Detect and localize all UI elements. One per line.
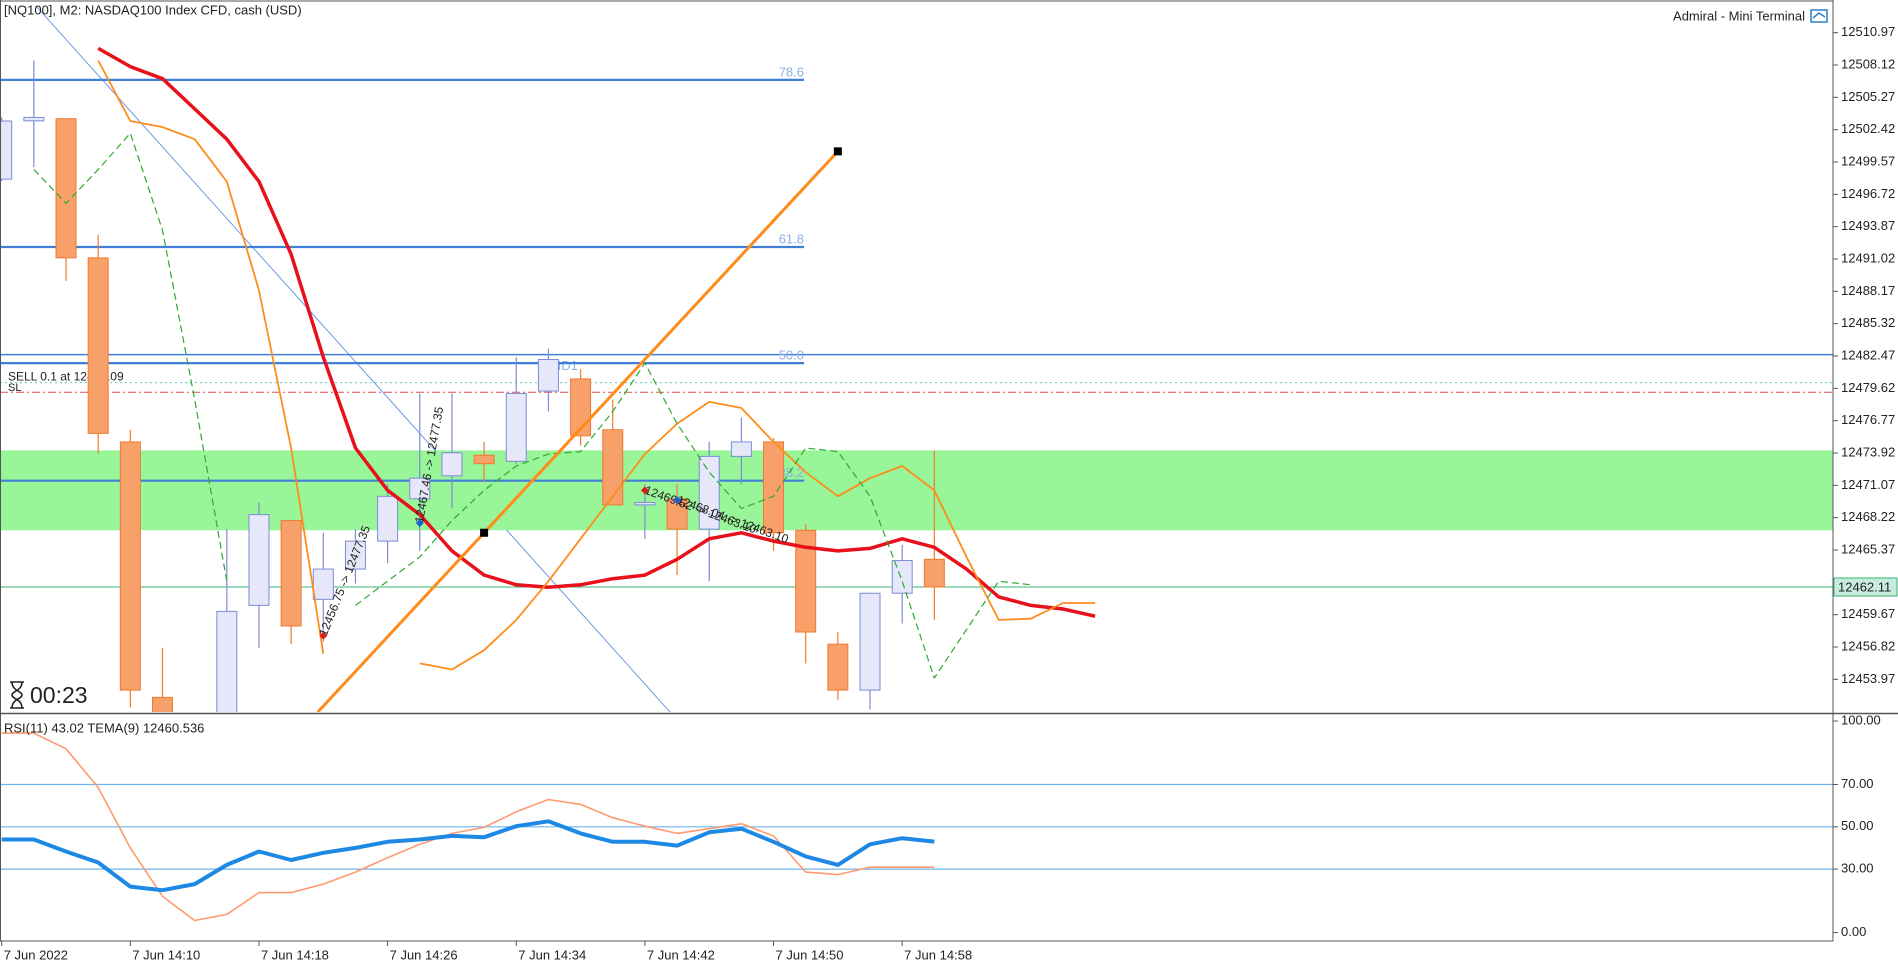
candle-body <box>344 540 366 570</box>
y-tick-label: 12468.22 <box>1841 509 1895 524</box>
y-tick-label: 12453.97 <box>1841 671 1895 686</box>
fib-level-label: 61.8 <box>779 231 804 246</box>
y-tick-label: 12482.47 <box>1841 347 1895 362</box>
y-tick-label: 12508.12 <box>1841 56 1895 71</box>
x-tick-label: 7 Jun 14:58 <box>904 947 972 962</box>
terminal-icon <box>1810 9 1828 23</box>
y-tick-label: 12476.77 <box>1841 412 1895 427</box>
trade-marker <box>415 518 424 527</box>
y-tick-label: 0.00 <box>1841 924 1866 939</box>
x-tick-label: 7 Jun 14:50 <box>776 947 844 962</box>
candle-body <box>55 118 77 259</box>
x-tick-label: 7 Jun 14:34 <box>518 947 586 962</box>
trade-marker <box>319 631 328 640</box>
x-tick-label: 7 Jun 2022 <box>4 947 68 962</box>
y-tick-label: 12471.07 <box>1841 477 1895 492</box>
candle-body <box>248 514 270 606</box>
candle-body <box>923 558 945 588</box>
trade-marker <box>640 486 649 495</box>
candle-body <box>795 529 817 633</box>
y-tick-label: 12491.02 <box>1841 250 1895 265</box>
indicator-line <box>97 46 1096 618</box>
candle-body <box>216 610 238 712</box>
candle-body <box>409 477 431 500</box>
trendline-anchor <box>833 147 842 156</box>
fib-level-label: 50.0 <box>779 348 804 363</box>
indicator-line <box>33 132 1031 679</box>
x-tick-label: 7 Jun 14:18 <box>261 947 329 962</box>
candle-body <box>505 392 527 462</box>
y-tick-label: 70.00 <box>1841 776 1874 791</box>
y-tick-label: 12496.72 <box>1841 186 1895 201</box>
indicator-title: RSI(11) 43.02 TEMA(9) 12460.536 <box>4 720 204 735</box>
trendline <box>316 150 839 712</box>
candle-body <box>634 501 656 506</box>
candle-body <box>87 257 109 434</box>
y-tick-label: 12502.42 <box>1841 121 1895 136</box>
y-tick-label: 12493.87 <box>1841 218 1895 233</box>
current-price-box <box>1833 577 1898 597</box>
y-tick-label: 30.00 <box>1841 861 1874 876</box>
countdown-timer: 00:23 <box>30 682 88 708</box>
trendline-anchor <box>480 528 489 537</box>
x-tick-label: 7 Jun 14:42 <box>647 947 715 962</box>
x-tick-label: 7 Jun 14:26 <box>390 947 458 962</box>
y-tick-label: 12485.32 <box>1841 315 1895 330</box>
candle-body <box>441 452 463 477</box>
candle-body <box>119 441 141 691</box>
sl-label: SL <box>8 382 21 394</box>
candle-body <box>152 696 173 712</box>
candle-body <box>280 520 302 627</box>
candle-body <box>891 560 913 594</box>
candle-body <box>377 495 399 542</box>
trade-marker <box>673 496 682 505</box>
candle-body <box>859 592 881 691</box>
indicator-line <box>97 60 1096 671</box>
y-tick-label: 12473.92 <box>1841 444 1895 459</box>
candle-body <box>537 359 559 392</box>
y-tick-label: 100.00 <box>1841 712 1881 727</box>
candle-body <box>827 643 849 691</box>
hourglass-icon <box>10 681 24 709</box>
rsi-pane <box>0 732 1833 922</box>
y-tick-label: 12505.27 <box>1841 89 1895 104</box>
y-tick-label: 12510.97 <box>1841 24 1895 39</box>
y-tick-label: 50.00 <box>1841 818 1874 833</box>
y-tick-label: 12499.57 <box>1841 153 1895 168</box>
candle-body <box>602 429 624 506</box>
candle-body <box>23 116 45 122</box>
x-tick-label: 7 Jun 14:10 <box>132 947 200 962</box>
candle-body <box>0 120 13 180</box>
zone <box>0 450 1833 531</box>
chart-title: [NQ100], M2: NASDAQ100 Index CFD, cash (… <box>4 2 302 17</box>
y-tick-label: 12465.37 <box>1841 541 1895 556</box>
candle-body <box>698 455 720 530</box>
y-tick-label: 12488.17 <box>1841 283 1895 298</box>
fib-level-label: 78.6 <box>779 64 804 79</box>
fib-level-label: 38.2 <box>779 465 804 480</box>
y-tick-label: 12456.82 <box>1841 638 1895 653</box>
y-tick-label: 12479.62 <box>1841 380 1895 395</box>
candle-body <box>730 441 752 457</box>
current-price-label: 12462.11 <box>1838 579 1891 594</box>
y-tick-label: 12459.67 <box>1841 606 1895 621</box>
candle-body <box>763 441 785 534</box>
candle-body <box>473 454 495 465</box>
terminal-label: Admiral - Mini Terminal <box>1673 8 1805 23</box>
indicator-line <box>1 819 935 893</box>
